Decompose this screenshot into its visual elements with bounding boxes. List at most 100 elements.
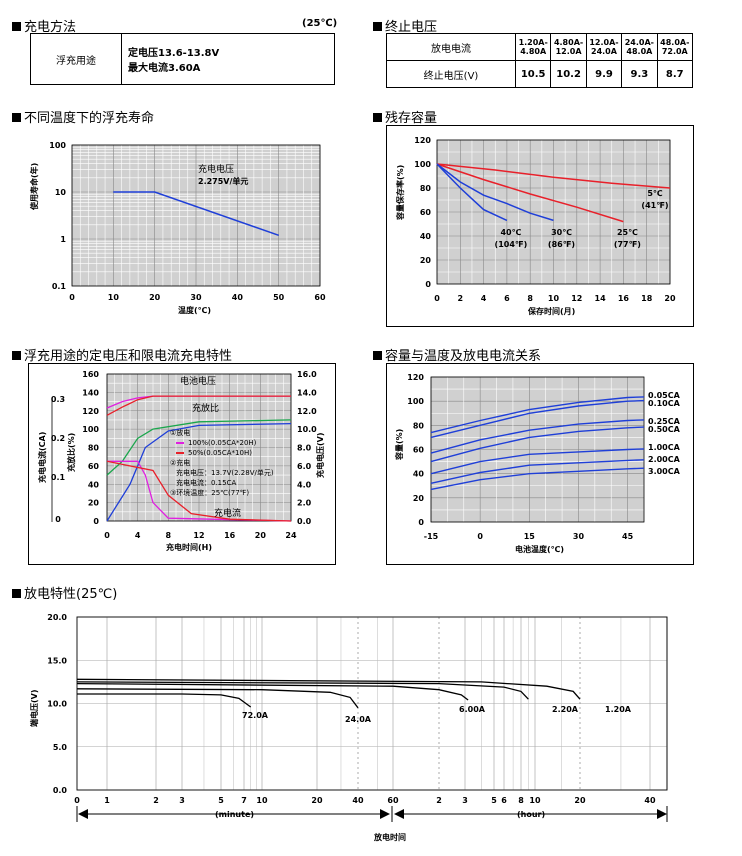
section-title-discharge: 放电特性(25℃)	[12, 583, 117, 602]
legend-line-4: ②充电	[170, 459, 191, 467]
legend-line-3: 50%(0.05CA*10H)	[170, 448, 274, 458]
residual-x-tick: 4	[481, 294, 487, 303]
residual-x-tick: 2	[458, 294, 464, 303]
discharge-series-label: 2.20A	[552, 705, 579, 714]
discharge-x-tick: 40	[644, 796, 656, 805]
float-life-x-tick: 10	[108, 293, 120, 302]
capacity-temp-series-label: 0.25CA	[648, 417, 681, 426]
residual-y-tick: 0	[425, 280, 431, 289]
float-charge-volt-tick: 0.0	[297, 517, 312, 526]
discharge-series-label: 24.0A	[345, 715, 372, 724]
cutoff-voltage-cell: 10.5	[514, 60, 552, 88]
residual-y-tick: 120	[414, 136, 431, 145]
float-charge-x-tick: 0	[104, 531, 110, 540]
float-life-y-tick: 100	[49, 141, 66, 150]
float-life-x-tick: 60	[314, 293, 326, 302]
residual-x-tick: 16	[618, 294, 630, 303]
residual-x-tick: 6	[504, 294, 510, 303]
residual-series-line	[436, 163, 624, 223]
discharge-x-tick: 5	[218, 796, 224, 805]
label-charge-ratio: 充放比	[192, 404, 220, 414]
discharge-y-tick: 0.0	[53, 786, 68, 795]
charge-current-text: 最大电流3.60A	[128, 63, 201, 74]
discharge-series-line	[76, 688, 359, 709]
capacity-temp-series-label: 0.10CA	[648, 399, 681, 408]
capacity-temp-frame	[386, 363, 694, 565]
residual-series-line	[436, 163, 671, 189]
capacity-temp-y-tick: 60	[413, 446, 425, 455]
discharge-x-tick: 10	[529, 796, 541, 805]
charge-spec-cell: 定电压13.6-13.8V 最大电流3.60A	[121, 33, 335, 85]
residual-series-line	[436, 163, 508, 222]
capacity-temp-y-tick: 80	[413, 421, 425, 430]
float-charge-ylabel-right: 充电电压(V)	[316, 432, 325, 478]
residual-xlabel: 保存时间(月)	[528, 307, 576, 316]
float-charge-x-tick: 20	[255, 531, 267, 540]
discharge-x-tick: 0	[74, 796, 80, 805]
float-charge-ca-tick: 0.3	[51, 395, 65, 404]
float-life-annotation-1: 充电电压	[198, 165, 235, 175]
float-charge-pct-tick: 120	[82, 407, 99, 416]
charge-voltage-text: 定电压13.6-13.8V	[128, 48, 220, 59]
discharge-y-tick: 5.0	[53, 743, 68, 752]
float-charge-x-tick: 24	[285, 531, 297, 540]
float-charge-volt-tick: 2.0	[297, 499, 312, 508]
float-charge-volt-tick: 14.0	[297, 388, 317, 397]
float-charge-ca-tick: 0.2	[51, 434, 65, 443]
discharge-x-tick: 60	[387, 796, 399, 805]
discharge-unit-hour: (hour)	[517, 810, 546, 819]
arrow-right-icon	[380, 809, 390, 819]
float-life-x-tick: 0	[69, 293, 75, 302]
residual-x-tick: 12	[571, 294, 582, 303]
float-charge-frame	[28, 363, 336, 565]
square-bullet-icon	[373, 351, 382, 360]
discharge-x-tick: 8	[518, 796, 524, 805]
discharge-x-tick: 40	[352, 796, 364, 805]
discharge-x-tick: 20	[311, 796, 323, 805]
square-bullet-icon	[12, 351, 21, 360]
discharge-series-line	[77, 693, 252, 708]
cutoff-table: 放电电流 1.20A-4.80A 4.80A-12.0A 12.0A-24.0A…	[386, 33, 694, 88]
discharge-series-line	[76, 678, 581, 700]
float-life-series-line	[113, 191, 279, 237]
discharge-x-tick: 6	[501, 796, 507, 805]
float-charge-pct-tick: 140	[82, 388, 99, 397]
title-text: 终止电压	[385, 20, 438, 35]
float-charge-x-tick: 8	[166, 531, 172, 540]
residual-series-label-temp: 30℃	[551, 228, 572, 237]
float-charge-series-line	[106, 460, 292, 522]
residual-plot-border	[436, 139, 671, 285]
float-charge-pct-tick: 0	[93, 517, 99, 526]
legend-line-6: 充电电流：0.15CA	[176, 479, 237, 487]
discharge-x-tick: 1	[104, 796, 110, 805]
float-charge-volt-tick: 8.0	[297, 444, 312, 453]
float-life-x-tick: 40	[232, 293, 244, 302]
float-charge-pct-tick: 60	[88, 462, 100, 471]
discharge-x-tick: 3	[179, 796, 185, 805]
float-life-ylabel: 使用寿命(年)	[30, 162, 39, 210]
discharge-x-tick: 20	[574, 796, 586, 805]
section-title-float-charge: 浮充用途的定电压和限电流充电特性	[12, 345, 232, 364]
residual-x-tick: 14	[595, 294, 607, 303]
residual-series-line	[436, 163, 554, 222]
discharge-y-tick: 15.0	[47, 656, 67, 665]
capacity-temp-x-tick: 0	[477, 532, 483, 541]
capacity-temp-series-line	[430, 399, 645, 439]
float-life-y-tick: 0.1	[52, 282, 67, 291]
discharge-x-tick: 7	[241, 796, 247, 805]
capacity-temp-series-label: 0.05CA	[648, 391, 681, 400]
float-charge-pct-tick: 80	[88, 444, 100, 453]
capacity-temp-x-tick: 30	[573, 532, 585, 541]
residual-y-tick: 100	[414, 160, 431, 169]
residual-series-label-f: (41℉)	[641, 201, 668, 210]
float-charge-pct-tick: 100	[82, 425, 99, 434]
capacity-temp-y-tick: 40	[413, 470, 425, 479]
title-text: 放电特性(25℃)	[24, 587, 118, 602]
residual-series-label-f: (77℉)	[614, 240, 641, 249]
charge-row-label: 浮充用途	[30, 33, 122, 85]
capacity-temp-x-tick: 15	[524, 532, 536, 541]
square-bullet-icon	[12, 113, 21, 122]
capacity-temp-x-tick: -15	[424, 532, 439, 541]
float-charge-ca-tick: 0	[55, 515, 61, 524]
